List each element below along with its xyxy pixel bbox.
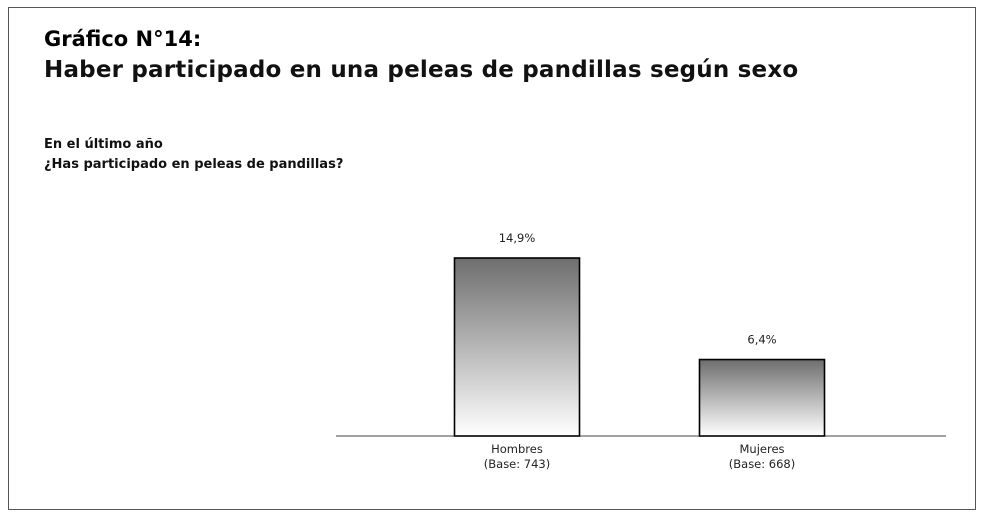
value-label-hombres: 14,9% bbox=[499, 231, 536, 245]
category-base-hombres: (Base: 743) bbox=[484, 457, 550, 471]
chart-subtitle: Haber participado en una peleas de pandi… bbox=[44, 57, 799, 83]
question-period: En el último año bbox=[44, 137, 163, 152]
category-base-mujeres: (Base: 668) bbox=[729, 457, 795, 471]
question-text: ¿Has participado en peleas de pandillas? bbox=[44, 157, 344, 172]
bar-mujeres bbox=[698, 358, 826, 437]
value-label-mujeres: 6,4% bbox=[747, 333, 776, 347]
bar-hombres bbox=[453, 257, 581, 437]
chart-title: Gráfico N°14: bbox=[44, 27, 202, 51]
category-label-mujeres: Mujeres bbox=[739, 442, 784, 456]
category-label-hombres: Hombres bbox=[491, 442, 543, 456]
